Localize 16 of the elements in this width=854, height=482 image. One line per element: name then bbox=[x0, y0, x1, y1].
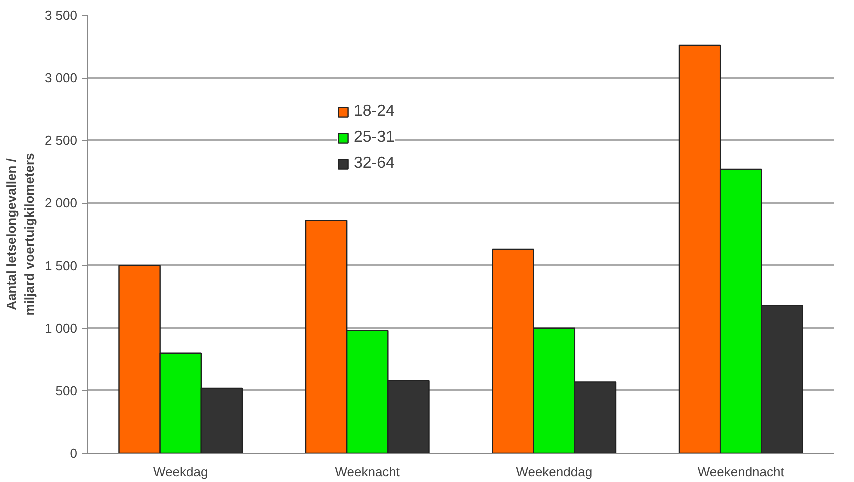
legend-label: 32-64 bbox=[354, 155, 395, 173]
y-tick-label: 0 bbox=[70, 446, 78, 461]
x-tick-label: Weekenddag bbox=[516, 464, 593, 480]
y-tick-label: 2 000 bbox=[44, 196, 78, 211]
y-tick-label: 1 500 bbox=[44, 258, 78, 274]
x-tick-label: Weeknacht bbox=[335, 464, 400, 480]
y-tick-label: 1 000 bbox=[44, 320, 78, 336]
legend-label: 25-31 bbox=[354, 129, 395, 147]
y-tick-label: 3 500 bbox=[44, 8, 78, 23]
y-tick-label: 500 bbox=[56, 383, 78, 398]
legend-label: 18-24 bbox=[354, 103, 395, 121]
y-axis-title: Aantal letselongevallen / miljard voertuigkilometers bbox=[4, 153, 37, 316]
x-tick-label: Weekendnacht bbox=[698, 464, 785, 480]
x-tick-label: Weekdag bbox=[154, 464, 208, 480]
y-tick-label: 2 500 bbox=[44, 133, 78, 148]
y-tick-label: 3 000 bbox=[44, 70, 78, 86]
